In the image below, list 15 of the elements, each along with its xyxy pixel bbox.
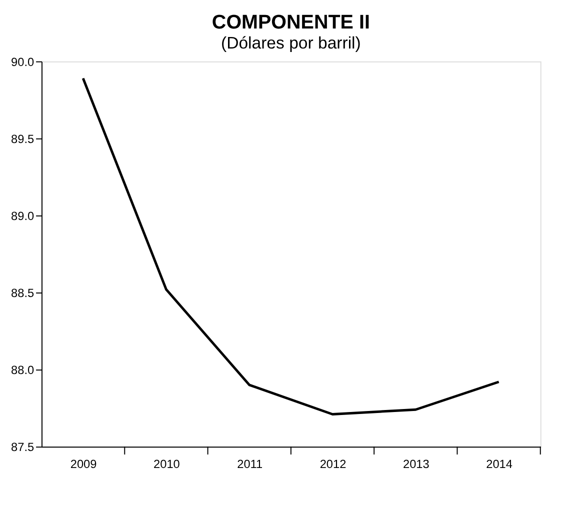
- chart-subtitle: (Dólares por barril): [220, 33, 361, 52]
- x-tick-label: 2010: [154, 456, 180, 471]
- x-tick-label: 2009: [70, 456, 98, 471]
- y-tick-label: 89.5: [11, 132, 34, 146]
- chart-title: COMPONENTE II: [212, 12, 370, 34]
- x-tick-label: 2012: [320, 456, 346, 471]
- y-tick-label: 88.0: [11, 362, 34, 377]
- y-tick-label: 89.0: [11, 208, 34, 223]
- y-tick-label: 87.5: [11, 440, 34, 454]
- y-tick-label: 88.5: [11, 286, 34, 300]
- x-tick-label: 2011: [237, 456, 263, 471]
- x-tick-label: 2013: [402, 456, 430, 471]
- line-series: [82, 77, 500, 416]
- x-tick-label: 2014: [486, 456, 513, 471]
- y-tick-label: 90.0: [11, 54, 34, 69]
